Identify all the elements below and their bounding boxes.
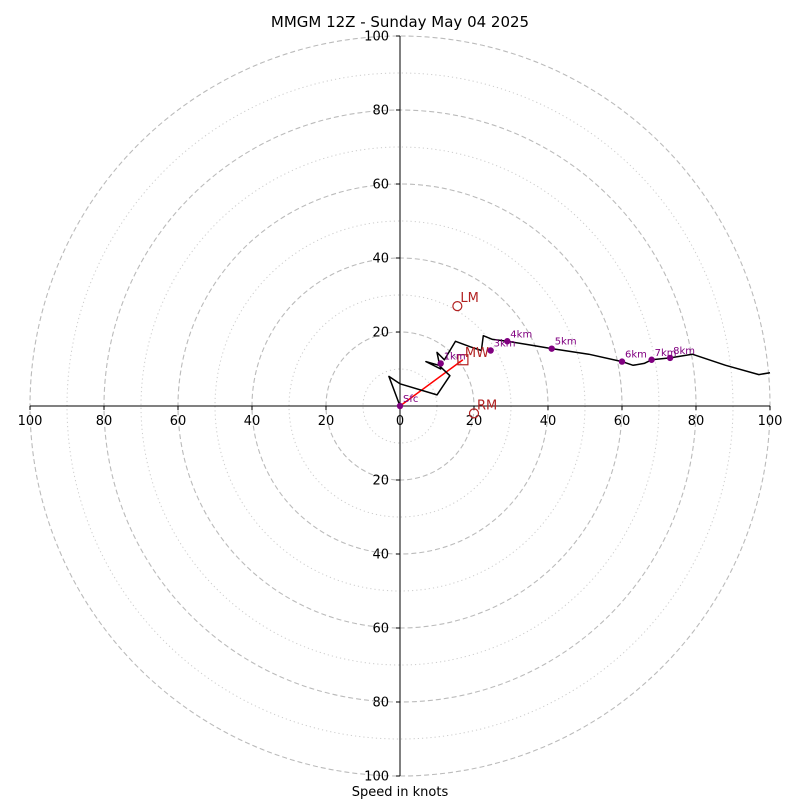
chart-title: MMGM 12Z - Sunday May 04 2025 (271, 13, 529, 31)
height-marker-4km (504, 338, 511, 345)
tick-labels: 100 80 60 40 20 0 20 40 60 80 100 20 40 60 80 100 20 40 60… (18, 30, 783, 785)
y-tick-label: 80 (372, 696, 389, 711)
mean-wind-marker (457, 354, 469, 366)
height-marker-6km (618, 358, 626, 365)
y-tick-label: 20 (372, 326, 389, 341)
mean-wind-label: MW (465, 346, 489, 361)
x-tick-label: 100 (758, 414, 783, 429)
y-tick-label: 40 (372, 548, 389, 563)
x-tick-label: 0 (396, 414, 404, 429)
y-tick-label: 60 (372, 622, 389, 637)
y-tick-label: 100 (364, 30, 389, 45)
y-tick-label: 20 (372, 474, 389, 489)
height-label-6km: 6km (625, 350, 647, 361)
y-tick-label: 60 (372, 178, 389, 193)
storm-motion-rm-label: RM (477, 398, 497, 413)
height-marker-7km (648, 356, 655, 363)
x-axis-label: Speed in knots (352, 785, 449, 800)
height-label-5km: 5km (555, 337, 577, 348)
height-label-sfc: Sfc (403, 394, 418, 405)
x-tick-label: 80 (96, 414, 113, 429)
height-marker-1km (437, 360, 444, 367)
wind-trace-line (388, 334, 771, 407)
height-label-8km: 8km (673, 346, 695, 357)
wind-trace (388, 334, 771, 407)
storm-motion-rm-marker (468, 408, 480, 419)
height-marker-5km (548, 345, 555, 352)
storm-motion-lm-label: LM (460, 291, 478, 306)
storm-motion-markers: LM RM MW (452, 291, 497, 419)
storm-motion-lm-marker (452, 301, 463, 312)
x-tick-label: 80 (688, 414, 705, 429)
x-tick-label: 40 (540, 414, 557, 429)
x-tick-label: 100 (18, 414, 43, 429)
x-tick-label: 20 (466, 414, 483, 429)
height-label-1km: 1km (444, 351, 466, 362)
x-tick-label: 20 (318, 414, 335, 429)
shear-vector-line (399, 359, 464, 407)
height-marker-sfc (396, 402, 404, 410)
x-tick-label: 60 (170, 414, 187, 429)
y-tick-label: 100 (364, 770, 389, 785)
height-marker-8km (666, 354, 674, 362)
y-tick-label: 80 (372, 104, 389, 119)
y-tick-label: 40 (372, 252, 389, 267)
x-tick-label: 40 (244, 414, 261, 429)
height-label-7km: 7km (655, 348, 677, 359)
x-tick-label: 60 (614, 414, 631, 429)
height-label-4km: 4km (510, 329, 532, 340)
shear-vector (399, 359, 464, 407)
height-label-3km: 3km (494, 339, 516, 350)
height-marker-3km (487, 347, 494, 354)
